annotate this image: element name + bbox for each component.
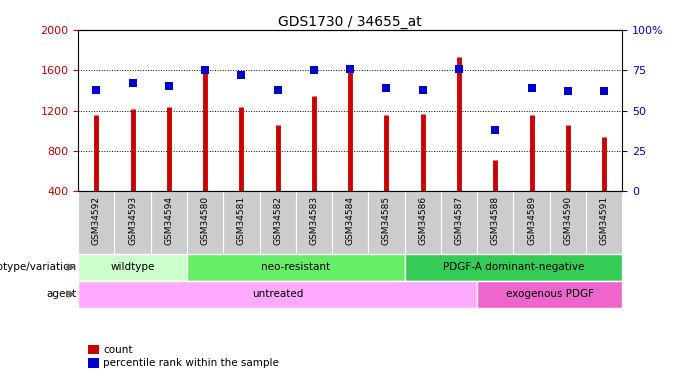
Text: GSM34580: GSM34580 [201,196,209,245]
Bar [405,254,622,280]
Text: untreated: untreated [252,289,303,299]
Text: exogenous PDGF: exogenous PDGF [506,289,594,299]
Point [272,87,283,93]
Point [91,87,102,93]
Text: GSM34583: GSM34583 [309,196,318,245]
Text: agent: agent [46,289,76,299]
Bar [187,254,405,280]
Text: GSM34592: GSM34592 [92,196,101,245]
Bar [78,280,477,308]
Text: count: count [103,345,133,355]
Text: genotype/variation: genotype/variation [0,262,76,272]
Text: percentile rank within the sample: percentile rank within the sample [103,358,279,368]
Point [418,87,428,93]
Text: GSM34593: GSM34593 [128,196,137,245]
Bar [477,280,622,308]
Point [562,88,573,94]
Point [345,66,356,72]
Text: GSM34584: GSM34584 [345,196,355,245]
Text: GSM34586: GSM34586 [418,196,427,245]
Point [526,85,537,91]
Text: GSM34587: GSM34587 [454,196,464,245]
Text: wildtype: wildtype [110,262,155,272]
Point [598,88,609,94]
Point [490,127,500,133]
Point [309,67,320,73]
Text: GSM34589: GSM34589 [527,196,536,245]
Title: GDS1730 / 34655_at: GDS1730 / 34655_at [278,15,422,29]
Point [163,83,174,89]
Text: GSM34581: GSM34581 [237,196,246,245]
Text: GSM34590: GSM34590 [563,196,573,245]
Text: GSM34585: GSM34585 [382,196,391,245]
Point [381,85,392,91]
Text: GSM34582: GSM34582 [273,196,282,245]
Point [200,67,211,73]
Text: neo-resistant: neo-resistant [261,262,330,272]
Bar [78,254,187,280]
Point [127,80,138,86]
Text: GSM34591: GSM34591 [600,196,609,245]
Point [236,72,247,78]
Text: GSM34588: GSM34588 [491,196,500,245]
Point [454,66,464,72]
Text: GSM34594: GSM34594 [165,196,173,245]
Text: PDGF-A dominant-negative: PDGF-A dominant-negative [443,262,584,272]
